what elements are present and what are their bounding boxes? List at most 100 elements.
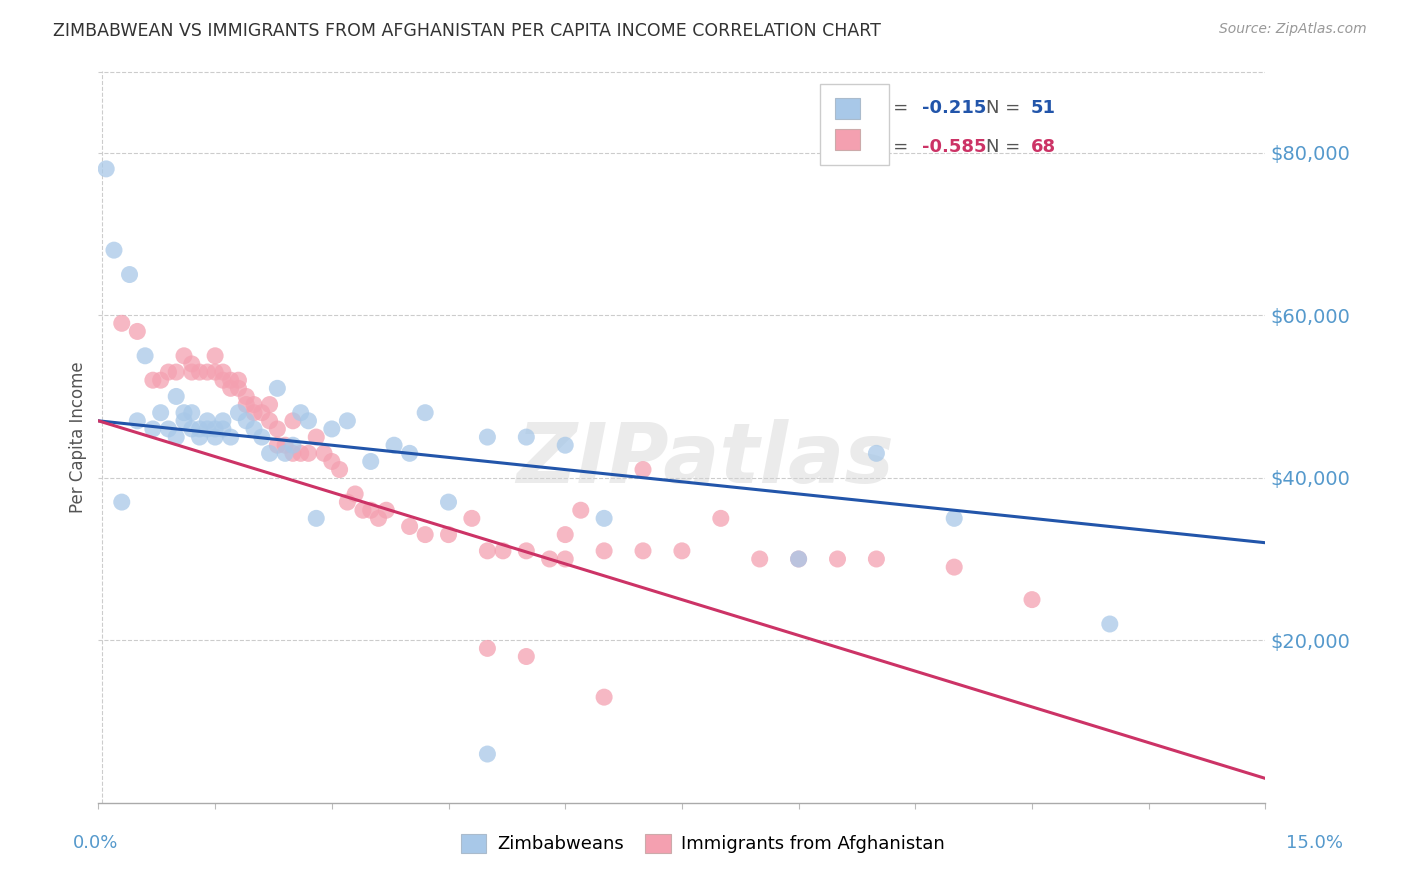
Point <box>219 430 242 444</box>
Point <box>787 552 810 566</box>
Point <box>228 406 250 420</box>
Point <box>235 398 257 412</box>
Point <box>321 454 343 468</box>
Point <box>290 446 312 460</box>
Point <box>157 422 180 436</box>
Point <box>212 422 235 436</box>
Point <box>142 422 165 436</box>
Point <box>103 243 125 257</box>
Point <box>228 373 250 387</box>
Point <box>274 438 297 452</box>
Point <box>212 414 235 428</box>
Point <box>111 495 134 509</box>
Point <box>235 389 257 403</box>
Point <box>827 552 849 566</box>
Point <box>375 503 398 517</box>
Point <box>195 422 218 436</box>
Point <box>204 422 226 436</box>
Text: R =: R = <box>876 138 908 156</box>
Point <box>127 325 149 339</box>
Point <box>515 544 537 558</box>
Text: 15.0%: 15.0% <box>1286 834 1343 852</box>
Point <box>943 560 966 574</box>
Point <box>305 430 328 444</box>
Point <box>204 430 226 444</box>
Point <box>142 373 165 387</box>
Point <box>195 414 218 428</box>
Point <box>321 422 343 436</box>
Point <box>219 381 242 395</box>
Point <box>382 438 405 452</box>
Text: 0.0%: 0.0% <box>73 834 118 852</box>
Point <box>134 349 156 363</box>
Text: N =: N = <box>986 99 1021 117</box>
Point <box>127 414 149 428</box>
Point <box>96 161 118 176</box>
Point <box>212 365 235 379</box>
Point <box>173 406 195 420</box>
Point <box>593 544 616 558</box>
Legend: Zimbabweans, Immigrants from Afghanistan: Zimbabweans, Immigrants from Afghanistan <box>454 827 952 861</box>
Point <box>515 649 537 664</box>
Text: ZIPatlas: ZIPatlas <box>516 418 894 500</box>
Text: 51: 51 <box>1031 99 1056 117</box>
Point <box>149 406 172 420</box>
Point <box>329 462 352 476</box>
Point <box>297 414 319 428</box>
Point <box>188 365 211 379</box>
Point <box>180 357 202 371</box>
Point <box>413 527 436 541</box>
Point <box>111 316 134 330</box>
Point <box>118 268 141 282</box>
Point <box>748 552 770 566</box>
Point <box>165 365 187 379</box>
Point <box>281 438 304 452</box>
Point <box>336 414 359 428</box>
Point <box>569 503 592 517</box>
Point <box>437 527 460 541</box>
Point <box>243 422 266 436</box>
Point <box>554 527 576 541</box>
Point <box>204 349 226 363</box>
Point <box>250 430 273 444</box>
Point <box>173 414 195 428</box>
Point <box>173 349 195 363</box>
Point <box>235 414 257 428</box>
Y-axis label: Per Capita Income: Per Capita Income <box>69 361 87 513</box>
Text: 68: 68 <box>1031 138 1056 156</box>
Point <box>477 747 499 761</box>
Point <box>593 511 616 525</box>
Point <box>631 544 654 558</box>
Point <box>492 544 515 558</box>
Point <box>1021 592 1043 607</box>
Point <box>593 690 616 705</box>
Point <box>204 365 226 379</box>
Point <box>352 503 374 517</box>
Point <box>477 641 499 656</box>
Text: N =: N = <box>986 138 1021 156</box>
Point <box>290 406 312 420</box>
Point <box>180 365 202 379</box>
Point <box>180 406 202 420</box>
Point <box>212 373 235 387</box>
Point <box>281 414 304 428</box>
Point <box>266 438 288 452</box>
Point <box>787 552 810 566</box>
Point <box>259 414 281 428</box>
Point <box>157 365 180 379</box>
Point <box>477 544 499 558</box>
Point <box>554 438 576 452</box>
Point <box>312 446 335 460</box>
Point <box>188 430 211 444</box>
Text: ZIMBABWEAN VS IMMIGRANTS FROM AFGHANISTAN PER CAPITA INCOME CORRELATION CHART: ZIMBABWEAN VS IMMIGRANTS FROM AFGHANISTA… <box>53 22 882 40</box>
Point <box>228 381 250 395</box>
Point <box>538 552 561 566</box>
Point <box>360 503 382 517</box>
Point <box>943 511 966 525</box>
Text: Source: ZipAtlas.com: Source: ZipAtlas.com <box>1219 22 1367 37</box>
Point <box>259 446 281 460</box>
Text: -0.585: -0.585 <box>922 138 987 156</box>
Point <box>865 446 887 460</box>
Point <box>413 406 436 420</box>
Point <box>367 511 389 525</box>
